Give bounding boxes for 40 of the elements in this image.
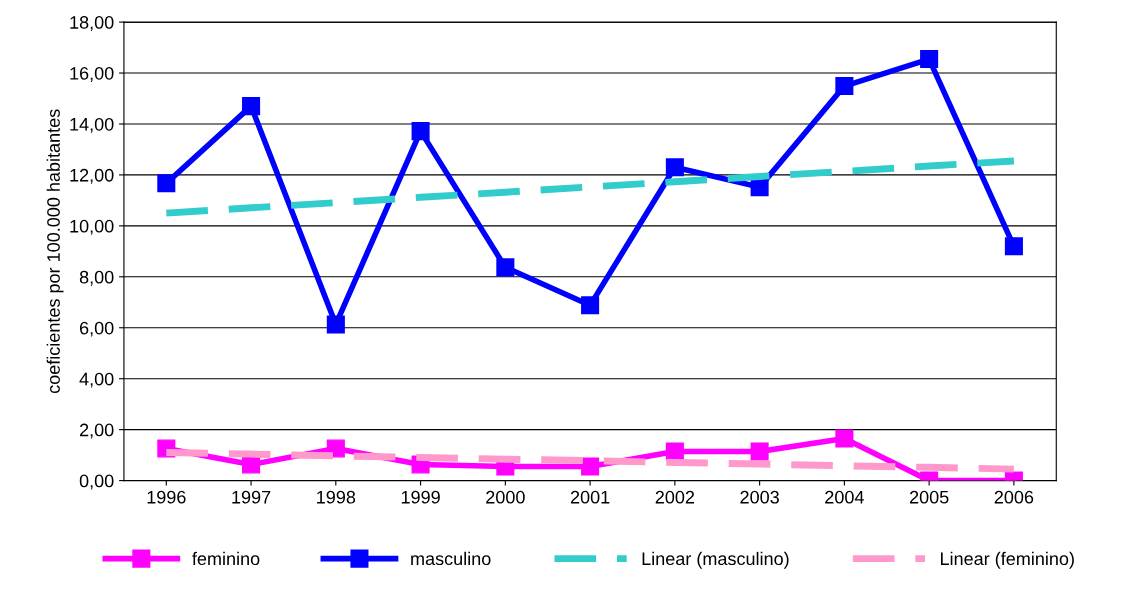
x-tick-label: 2002 bbox=[655, 490, 695, 504]
y-tick-label: 12,00 bbox=[70, 168, 114, 184]
x-tick-label: 2005 bbox=[909, 490, 949, 504]
y-tick-label: 8,00 bbox=[79, 270, 114, 286]
x-tick-label: 2006 bbox=[994, 490, 1034, 504]
y-tick-label: 14,00 bbox=[70, 117, 114, 133]
x-tick-label: 2003 bbox=[740, 490, 779, 504]
legend-label: masculino bbox=[411, 551, 491, 566]
y-tick-label: 18,00 bbox=[70, 16, 114, 31]
point bbox=[496, 258, 515, 277]
legend-label: feminino bbox=[192, 551, 260, 566]
y-tick-label: 6,00 bbox=[79, 321, 114, 337]
x-tick-label: 2004 bbox=[825, 490, 864, 504]
x-tick-label: 1996 bbox=[147, 490, 186, 504]
y-tick-label: 2,00 bbox=[79, 423, 114, 439]
y-tick-label: 16,00 bbox=[70, 66, 114, 82]
point bbox=[326, 315, 345, 334]
point bbox=[157, 174, 176, 193]
y-tick-label: 4,00 bbox=[79, 372, 114, 388]
x-tick-label: 2000 bbox=[486, 490, 525, 504]
y-tick-label: 0,00 bbox=[79, 474, 114, 490]
point bbox=[665, 158, 684, 177]
x-tick-label: 1999 bbox=[401, 490, 440, 504]
x-tick-label: 2001 bbox=[570, 490, 610, 504]
point bbox=[411, 122, 430, 141]
x-tick-label: 1997 bbox=[232, 490, 271, 504]
point bbox=[581, 457, 600, 476]
legend-label: Linear (masculino) bbox=[642, 551, 789, 569]
y-tick-label: 10,00 bbox=[70, 219, 114, 235]
point bbox=[835, 76, 854, 96]
point bbox=[920, 49, 939, 69]
point bbox=[581, 296, 600, 315]
point bbox=[750, 178, 769, 197]
point bbox=[835, 429, 854, 448]
point bbox=[242, 97, 261, 116]
point bbox=[750, 442, 769, 461]
x-tick-label: 1998 bbox=[317, 490, 356, 504]
y-axis-title: coeficientes por 100.000 habitantes bbox=[46, 109, 64, 394]
legend-label: Linear (feminino) bbox=[940, 551, 1074, 569]
point bbox=[1004, 237, 1023, 256]
